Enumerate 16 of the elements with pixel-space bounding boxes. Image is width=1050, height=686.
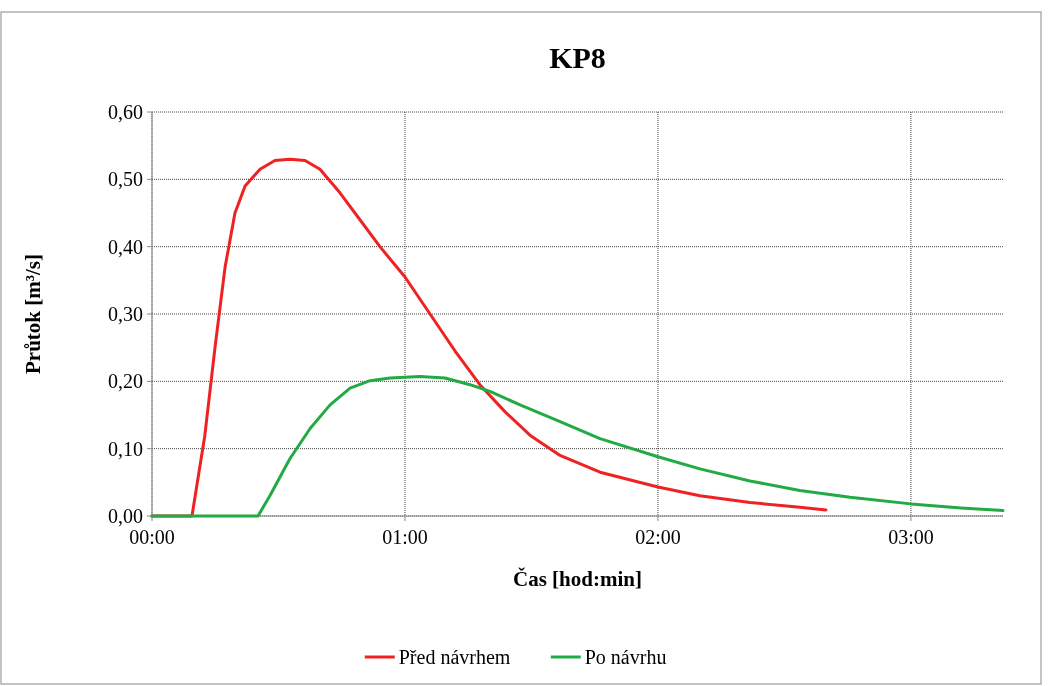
x-axis-title: Čas [hod:min]	[513, 567, 642, 591]
y-tick-label: 0,20	[108, 370, 143, 393]
x-tick-label: 02:00	[635, 526, 681, 548]
x-tick-label: 01:00	[382, 526, 428, 548]
x-tick-label: 03:00	[888, 526, 934, 548]
y-tick-label: 0,10	[108, 437, 143, 460]
x-tick-label: 00:00	[129, 526, 175, 548]
y-tick-label: 0,60	[108, 101, 143, 123]
y-tick-label: 0,00	[108, 505, 143, 527]
legend-label: Před návrhem	[398, 646, 511, 668]
y-axis-title: Průtok [m³/s]	[21, 253, 45, 375]
y-tick-label: 0,30	[108, 303, 143, 325]
chart-title: KP8	[549, 41, 606, 74]
legend-label: Po návrhu	[584, 646, 667, 668]
y-tick-label: 0,50	[108, 168, 143, 191]
y-tick-label: 0,40	[108, 235, 143, 258]
